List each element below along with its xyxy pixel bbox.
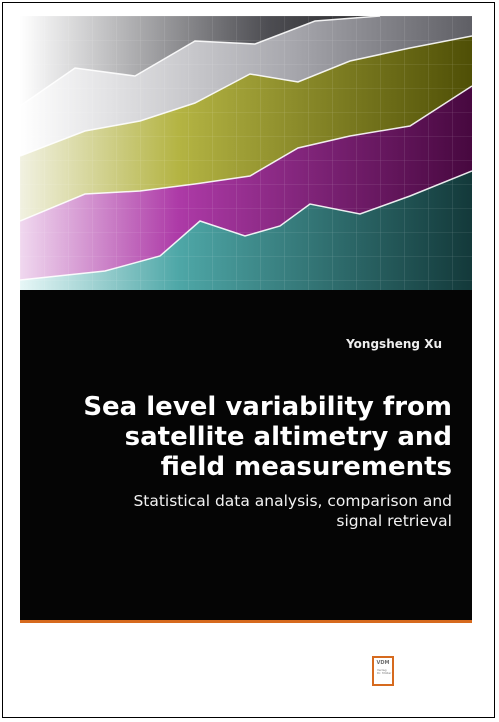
publisher-logo-small-text: Verlag Dr. Müller: [377, 668, 392, 675]
author-name: Yongsheng Xu: [346, 337, 442, 351]
chart-line-1: [20, 16, 381, 107]
cover-bottom-rule: [20, 620, 472, 623]
publisher-logo-line: Verlag: [377, 668, 387, 672]
book-cover: Yongsheng Xu Sea level variability from …: [20, 16, 472, 622]
title-panel: Yongsheng Xu Sea level variability from …: [20, 290, 472, 622]
publisher-logo: VDM Verlag Dr. Müller: [372, 656, 394, 686]
grid-overlay: [20, 16, 472, 290]
publisher-logo-text: VDM: [376, 660, 390, 666]
book-subtitle: Statistical data analysis, comparison an…: [32, 491, 452, 531]
title-line: Sea level variability from: [83, 392, 452, 422]
title-line: field measurements: [160, 452, 452, 482]
chart-line-3: [20, 85, 472, 222]
subtitle-line: Statistical data analysis, comparison an…: [133, 492, 452, 510]
subtitle-line: signal retrieval: [336, 512, 452, 530]
publisher-logo-line: Dr. Müller: [377, 671, 392, 675]
chart-line-2: [20, 35, 472, 157]
cover-artwork: [20, 16, 472, 290]
title-line: satellite altimetry and: [124, 422, 452, 452]
book-title: Sea level variability from satellite alt…: [32, 392, 452, 482]
chart-line-4: [20, 170, 472, 281]
